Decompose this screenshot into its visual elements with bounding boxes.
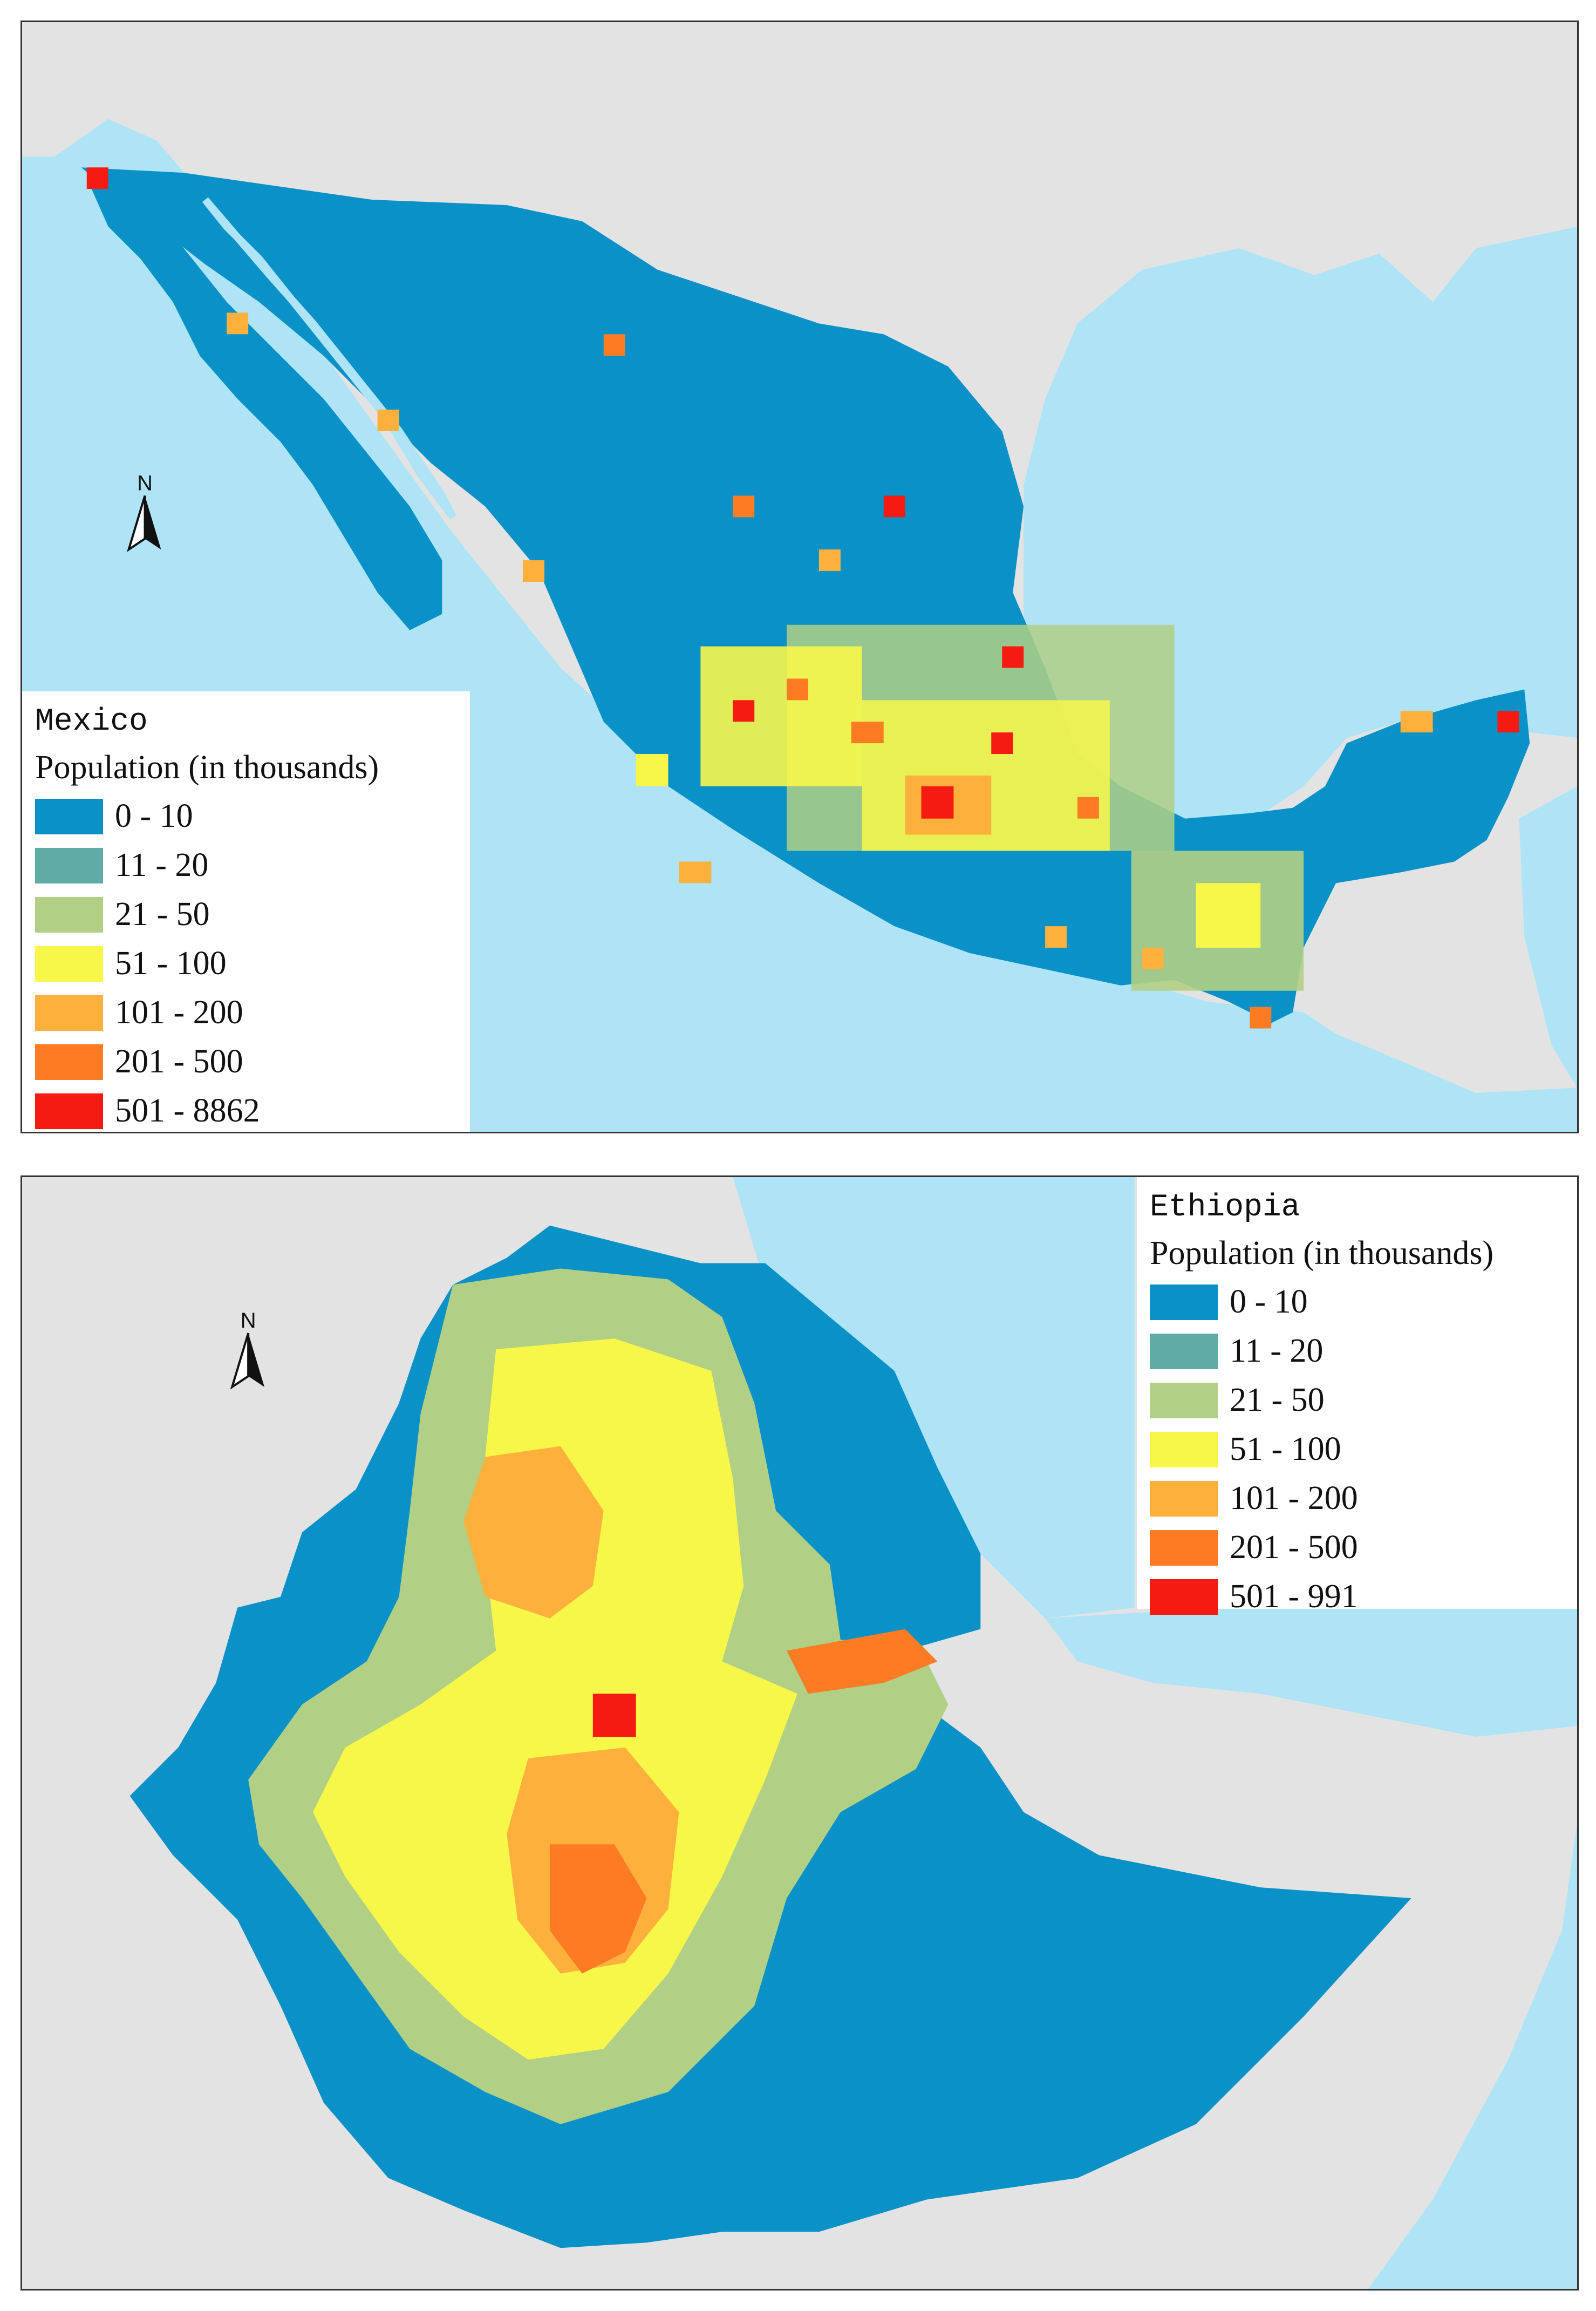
- indian-ocean: [1368, 1823, 1577, 2289]
- legend-item: 51 - 100: [1150, 1425, 1567, 1474]
- legend-swatch: [1150, 1480, 1218, 1517]
- legend-label: 201 - 500: [1230, 1529, 1358, 1566]
- legend-label: 501 - 991: [1230, 1578, 1358, 1615]
- legend-label: 0 - 10: [1230, 1283, 1308, 1320]
- mexico-territory: [81, 167, 1530, 1023]
- ethiopia-legend: Ethiopia Population (in thousands) 0 - 1…: [1137, 1177, 1577, 1615]
- legend-label: 51 - 100: [1230, 1431, 1341, 1467]
- legend-label: 201 - 500: [115, 1043, 243, 1080]
- zone-201-500-east: [787, 1629, 938, 1694]
- legend-swatch: [35, 1093, 103, 1129]
- legend-label: 51 - 100: [115, 945, 227, 982]
- zone-51-100: [312, 1338, 798, 2060]
- united-states-land: [22, 22, 1577, 399]
- zone-201-500: [549, 1844, 647, 1974]
- legend-swatch: [35, 798, 103, 834]
- legend-subtitle: Population (in thousands): [35, 749, 379, 786]
- legend-item: 101 - 200: [1150, 1474, 1567, 1523]
- legend-swatch: [35, 1044, 103, 1080]
- legend-label: 11 - 20: [115, 847, 209, 883]
- legend-swatch: [1150, 1530, 1218, 1566]
- legend-swatch: [1150, 1579, 1218, 1615]
- legend-label: 101 - 200: [115, 994, 243, 1031]
- legend-label: 0 - 10: [115, 798, 193, 834]
- legend-label: 501 - 8862: [115, 1092, 260, 1129]
- legend-swatch: [1150, 1284, 1218, 1320]
- ethiopia-map-panel: N Ethiopia Population (in thousands) 0 -…: [21, 1175, 1579, 2290]
- svg-text:N: N: [241, 1309, 256, 1333]
- zone-501-991: [592, 1694, 636, 1737]
- legend-item: 201 - 500: [35, 1037, 457, 1086]
- legend-label: 101 - 200: [1230, 1480, 1358, 1517]
- legend-item: 21 - 50: [35, 890, 457, 939]
- legend-item: 51 - 100: [35, 939, 457, 988]
- legend-title: Mexico: [35, 704, 148, 739]
- legend-swatch: [35, 995, 103, 1031]
- legend-swatch: [35, 896, 103, 933]
- caribbean-sea: [1519, 786, 1577, 1088]
- legend-item: 201 - 500: [1150, 1523, 1567, 1572]
- legend-item: 11 - 20: [35, 841, 457, 890]
- legend-swatch: [1150, 1382, 1218, 1418]
- legend-swatch: [1150, 1431, 1218, 1467]
- legend-label: 21 - 50: [115, 896, 210, 933]
- mexico-legend: Mexico Population (in thousands) 0 - 10 …: [22, 691, 470, 1132]
- red-sea: [733, 1177, 1135, 1619]
- legend-item: 0 - 10: [1150, 1277, 1567, 1327]
- legend-item: 501 - 8862: [35, 1086, 457, 1132]
- legend-swatch: [35, 847, 103, 883]
- legend-swatch: [1150, 1333, 1218, 1369]
- legend-label: 21 - 50: [1230, 1382, 1325, 1418]
- legend-item: 0 - 10: [35, 792, 457, 841]
- legend-swatch: [35, 946, 103, 982]
- svg-text:N: N: [137, 471, 153, 495]
- legend-item: 501 - 991: [1150, 1572, 1567, 1621]
- legend-subtitle: Population (in thousands): [1150, 1235, 1494, 1272]
- legend-title: Ethiopia: [1150, 1190, 1300, 1225]
- legend-item: 21 - 50: [1150, 1376, 1567, 1425]
- gulf-of-california: [202, 197, 456, 520]
- legend-label: 11 - 20: [1230, 1333, 1324, 1369]
- zone-101-200-north: [463, 1446, 604, 1619]
- population-cells: [86, 167, 1519, 1029]
- legend-item: 11 - 20: [1150, 1327, 1567, 1376]
- gulf-of-aden: [1045, 1586, 1577, 1737]
- baja-california: [86, 178, 442, 630]
- mexico-map-panel: N Mexico Population (in thousands) 0 - 1…: [21, 21, 1579, 1133]
- legend-item: 101 - 200: [35, 988, 457, 1037]
